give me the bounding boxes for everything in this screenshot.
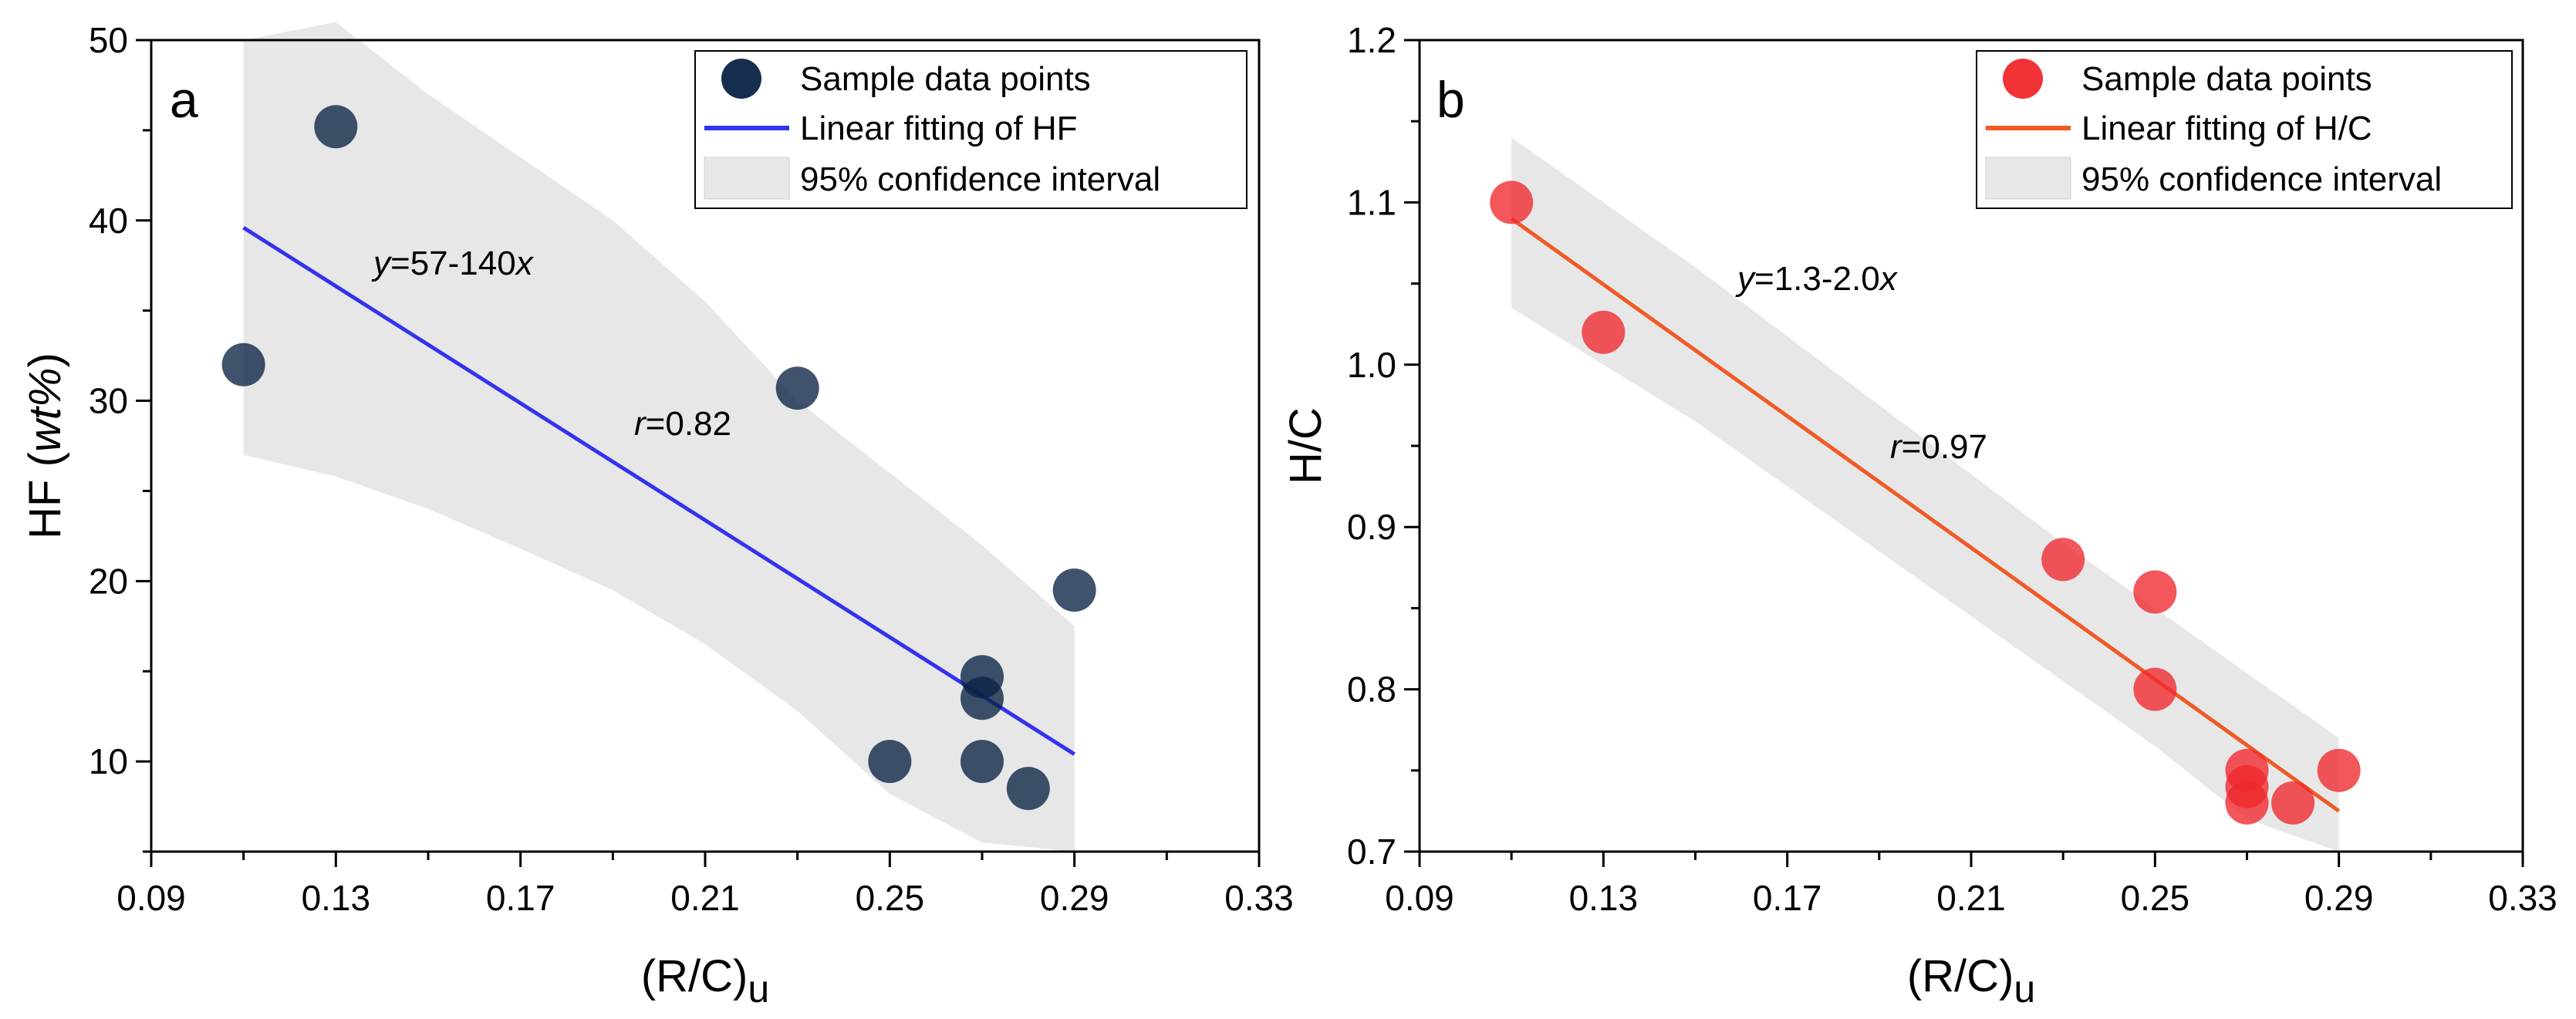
legend-label: Sample data points: [2081, 60, 2372, 98]
y-tick-label: 1.2: [1347, 20, 1396, 60]
y-tick-label: 1.1: [1347, 182, 1396, 222]
data-point: [221, 342, 265, 386]
data-point: [1582, 310, 1626, 354]
data-point: [2225, 781, 2269, 825]
x-axis-title: (R/C)u: [641, 951, 769, 1011]
panel-b: 0.09 0.13 0.17 0.21 0.25 0.29 0.33 0.7 0.8 0.9 1.0…: [1281, 20, 2557, 1011]
r-symbol: r: [634, 405, 647, 443]
x-axis-title-subscript: u: [748, 967, 769, 1011]
y-tick-label: 40: [89, 201, 128, 241]
y-tick-label: 0.8: [1347, 670, 1396, 710]
y-tick-label: 0.9: [1347, 507, 1396, 547]
x-tick-label: 0.09: [116, 878, 186, 918]
fit-line: [1510, 217, 2341, 813]
y-axis-title: HF (wt%): [20, 353, 70, 539]
x-tick-label: 0.17: [486, 878, 555, 918]
x-tick-label: 0.21: [670, 878, 740, 918]
data-point: [2133, 570, 2177, 614]
y-axis-title-close: ): [20, 353, 70, 367]
data-point: [2317, 748, 2361, 792]
data-point: [1052, 569, 1096, 612]
fit-line: [242, 226, 1076, 756]
data-point: [868, 740, 912, 784]
data-point: [1006, 767, 1050, 811]
x-tick-label: 0.25: [2121, 878, 2190, 918]
y-tick-label: 30: [89, 381, 128, 421]
legend-symbol-band: [1985, 157, 2071, 200]
legend-symbol-points: [721, 59, 761, 99]
fit-equation: y=1.3-2.0x: [1735, 260, 1899, 298]
data-point: [961, 677, 1004, 720]
fit-equation: y=57-140x: [371, 245, 535, 282]
data-point: [314, 105, 358, 149]
data-point: [775, 366, 819, 410]
legend-symbol-points: [2003, 59, 2043, 99]
legend-symbol-band: [704, 157, 790, 200]
x-axis-title: (R/C)u: [1907, 951, 2035, 1011]
y-axis-title-unit: wt%: [20, 368, 70, 453]
r-value: =0.82: [646, 405, 731, 443]
data-point: [961, 740, 1004, 784]
x-tick-label: 0.25: [856, 878, 925, 918]
equation-x: x: [1879, 260, 1899, 298]
x-tick-label: 0.09: [1385, 878, 1454, 918]
x-axis-title-main: (R/C): [641, 951, 748, 1001]
correlation-r: r=0.97: [1890, 428, 1987, 466]
y-axis-title-main: HF (: [20, 452, 70, 539]
x-axis-title-subscript: u: [2014, 967, 2035, 1011]
x-axis-title-main: (R/C): [1907, 951, 2014, 1001]
legend-label: Sample data points: [800, 60, 1091, 98]
y-axis-title-main: H/C: [1281, 407, 1331, 484]
equation-body: =57-140: [390, 245, 516, 282]
y-tick-label: 50: [89, 20, 128, 60]
confidence-band: [243, 22, 1075, 852]
y-tick-label: 1.0: [1347, 345, 1396, 385]
equation-x: x: [515, 245, 535, 282]
r-value: =0.97: [1902, 428, 1987, 466]
x-tick-label: 0.29: [2304, 878, 2374, 918]
data-point: [2133, 667, 2177, 711]
data-point: [2041, 538, 2085, 582]
equation-y: y: [1735, 260, 1757, 298]
x-tick-label: 0.13: [1569, 878, 1639, 918]
data-point: [1490, 181, 1534, 224]
legend-label: 95% confidence interval: [800, 160, 1160, 198]
legend-label: 95% confidence interval: [2081, 160, 2442, 198]
legend-label: Linear fitting of H/C: [2081, 110, 2372, 147]
panel-a: 0.09 0.13 0.17 0.21 0.25 0.29 0.33 10 20 30 40 50 (R…: [20, 20, 1294, 1011]
x-tick-label: 0.29: [1040, 878, 1109, 918]
x-tick-label: 0.33: [1224, 878, 1294, 918]
y-tick-label: 20: [89, 561, 128, 601]
equation-body: =1.3-2.0: [1754, 260, 1880, 298]
correlation-r: r=0.82: [634, 405, 731, 443]
equation-y: y: [371, 245, 393, 282]
r-symbol: r: [1890, 428, 1903, 466]
y-tick-label: 10: [89, 741, 128, 781]
data-point: [2271, 781, 2315, 825]
x-tick-label: 0.33: [2488, 878, 2557, 918]
x-tick-label: 0.17: [1753, 878, 1822, 918]
confidence-band: [1511, 137, 2339, 852]
x-tick-label: 0.13: [302, 878, 371, 918]
legend-label: Linear fitting of HF: [800, 110, 1078, 147]
x-tick-label: 0.21: [1936, 878, 2006, 918]
y-axis-title: H/C: [1281, 407, 1331, 484]
panel-letter: a: [170, 71, 198, 128]
y-tick-label: 0.7: [1347, 832, 1396, 872]
panel-letter: b: [1437, 71, 1465, 128]
